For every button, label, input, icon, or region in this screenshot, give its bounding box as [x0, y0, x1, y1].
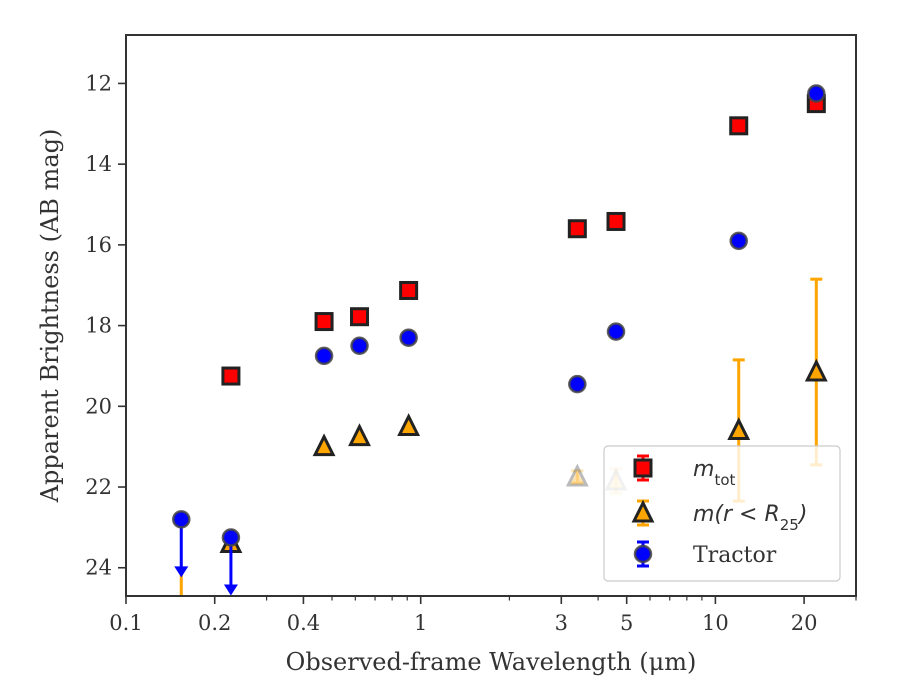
x-tick-label: 0.1: [109, 611, 142, 635]
y-tick-label: 24: [85, 556, 112, 580]
series-tractor: [172, 84, 826, 596]
x-tick-label: 3: [555, 611, 568, 635]
square-marker: [567, 219, 587, 239]
legend-label: m(r < R25): [693, 502, 807, 534]
legend-circle-marker: [633, 544, 653, 564]
x-axis: 0.1 0.2 0.4 1 3 5 10 20: [109, 596, 857, 635]
plot-marks: [172, 84, 828, 596]
triangle-marker: [397, 413, 421, 436]
triangle-errorbar: [571, 469, 584, 485]
plot-frame: [125, 34, 857, 597]
square-marker: [606, 211, 626, 231]
circle-limit-arrow: [174, 566, 189, 578]
y-tick-label: 16: [85, 233, 112, 257]
x-tick-label: 0.2: [198, 611, 231, 635]
y-axis: 12 14 16 18 20 22 24: [85, 71, 126, 580]
legend: mtot m(r < R25) Tractor: [603, 445, 841, 582]
legend-square-marker: [633, 458, 653, 478]
square-marker: [399, 280, 419, 300]
circle-limit-arrow: [223, 584, 238, 596]
triangle-marker: [312, 433, 336, 457]
y-tick-label: 12: [85, 71, 112, 95]
legend-box: [603, 445, 841, 582]
x-tick-label: 5: [620, 611, 633, 635]
x-tick-label: 10: [702, 611, 729, 635]
legend-label: mtot: [693, 457, 735, 489]
x-tick-label: 1: [414, 611, 427, 635]
square-marker: [729, 116, 749, 136]
y-tick-label: 18: [85, 314, 112, 338]
x-tick-label: 0.4: [287, 611, 320, 635]
y-tick-label: 20: [85, 394, 112, 418]
y-tick-label: 22: [85, 475, 112, 499]
x-tick-label: 20: [791, 611, 818, 635]
y-axis-title: Apparent Brightness (AB mag): [36, 129, 64, 504]
triangle-marker: [804, 358, 828, 382]
legend-label: Tractor: [693, 543, 777, 568]
triangle-marker: [565, 463, 589, 487]
triangle-marker: [727, 417, 751, 441]
legend-triangle-marker: [631, 499, 655, 523]
x-axis-title: Observed-frame Wavelength (μm): [286, 648, 697, 676]
square-marker: [314, 312, 334, 332]
square-marker: [350, 307, 370, 327]
triangle-marker: [348, 423, 371, 447]
y-tick-label: 14: [85, 152, 112, 176]
square-marker: [221, 366, 241, 386]
